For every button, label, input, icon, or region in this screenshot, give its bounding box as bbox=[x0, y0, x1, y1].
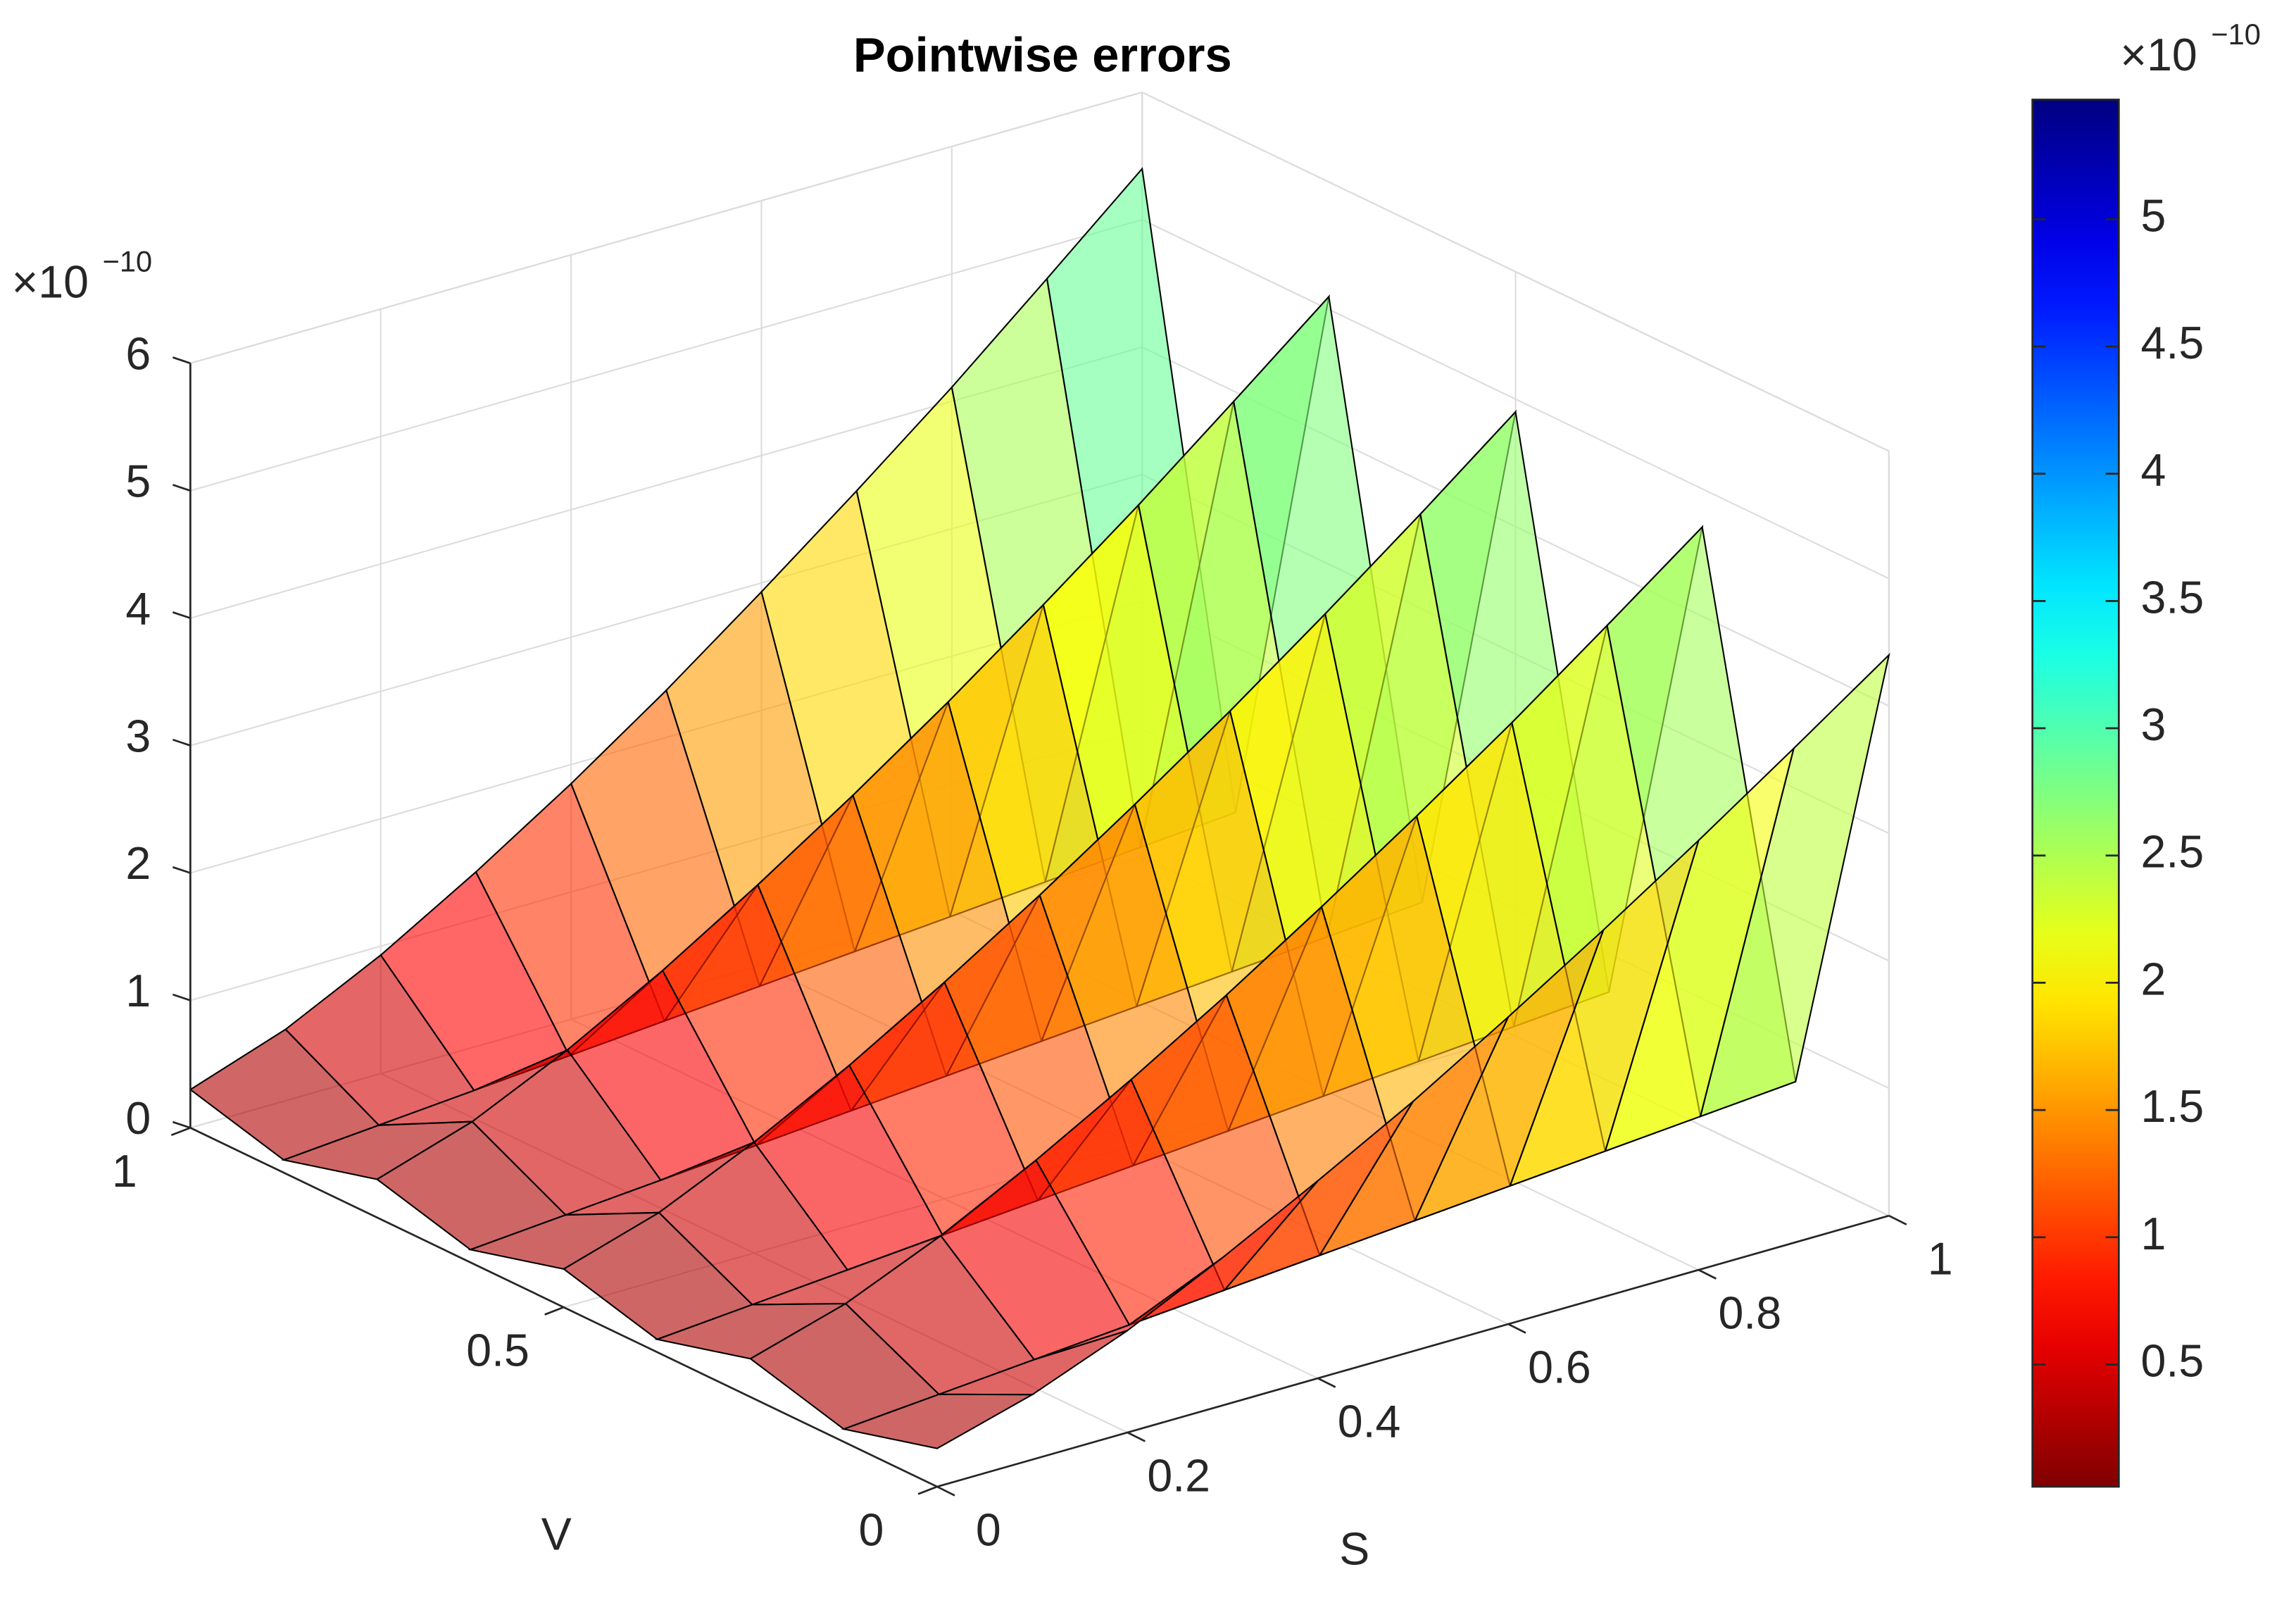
x-tick bbox=[1888, 1214, 1907, 1225]
z-tick-label: 4 bbox=[125, 583, 151, 634]
z-tick-label: 3 bbox=[125, 711, 151, 761]
z-tick bbox=[172, 866, 191, 874]
x-tick bbox=[1698, 1268, 1717, 1280]
y-axis-label: V bbox=[541, 1509, 572, 1560]
x-tick-label: 0.8 bbox=[1718, 1288, 1781, 1339]
x-tick bbox=[936, 1485, 955, 1497]
z-tick-label: 0 bbox=[125, 1093, 151, 1144]
z-grid-line bbox=[190, 218, 1143, 492]
y-tick bbox=[170, 1127, 191, 1137]
colorbar-tick-label: 4 bbox=[2141, 445, 2166, 496]
colorbar-tick-label: 2 bbox=[2141, 954, 2166, 1004]
colorbar-tick-label: 0.5 bbox=[2141, 1335, 2204, 1386]
y-tick-label: 0.5 bbox=[466, 1325, 529, 1376]
colorbar-exponent-base: ×10 bbox=[2120, 30, 2197, 80]
z-exponent-power: −10 bbox=[103, 244, 153, 277]
z-tick-label: 1 bbox=[125, 966, 151, 1016]
y-tick-label: 0 bbox=[859, 1505, 884, 1556]
z-tick bbox=[172, 993, 191, 1001]
y-tick-label: 1 bbox=[112, 1146, 137, 1197]
z-tick bbox=[172, 611, 191, 619]
z-tick bbox=[172, 738, 191, 747]
z-tick bbox=[172, 356, 191, 365]
y-tick bbox=[544, 1306, 565, 1316]
z-tick bbox=[172, 1121, 191, 1129]
colorbar-tick-label: 5 bbox=[2141, 190, 2166, 241]
x-tick-label: 0.6 bbox=[1528, 1342, 1591, 1393]
x-tick-label: 1 bbox=[1928, 1234, 1953, 1285]
surface-face bbox=[841, 1393, 1036, 1449]
colorbar-tick-label: 4.5 bbox=[2141, 318, 2204, 368]
colorbar bbox=[2031, 99, 2120, 1488]
z-tick-label: 5 bbox=[125, 456, 151, 506]
x-tick-label: 0.4 bbox=[1338, 1397, 1401, 1447]
colorbar-tick-label: 1.5 bbox=[2141, 1081, 2204, 1132]
x-tick-label: 0 bbox=[976, 1505, 1001, 1556]
x-tick bbox=[1507, 1323, 1526, 1334]
z-exponent-base: ×10 bbox=[12, 257, 89, 308]
y-tick bbox=[917, 1485, 938, 1495]
x-tick-label: 0.2 bbox=[1147, 1451, 1210, 1502]
colorbar-tick-label: 3.5 bbox=[2141, 572, 2204, 623]
z-tick-label: 6 bbox=[125, 328, 151, 379]
x-axis-label: S bbox=[1339, 1524, 1369, 1575]
colorbar-tick-label: 2.5 bbox=[2141, 827, 2204, 878]
colorbar-tick-label: 3 bbox=[2141, 699, 2166, 750]
x-axis-line bbox=[936, 1214, 1890, 1488]
x-tick bbox=[1317, 1377, 1336, 1388]
z-tick bbox=[172, 484, 191, 492]
x-tick bbox=[1127, 1431, 1146, 1442]
colorbar-exponent-power: −10 bbox=[2211, 18, 2261, 51]
z-grid-line bbox=[190, 92, 1143, 364]
z-tick-label: 2 bbox=[125, 838, 151, 889]
chart-title: Pointwise errors bbox=[853, 27, 1232, 82]
colorbar-tick-label: 1 bbox=[2141, 1209, 2166, 1259]
